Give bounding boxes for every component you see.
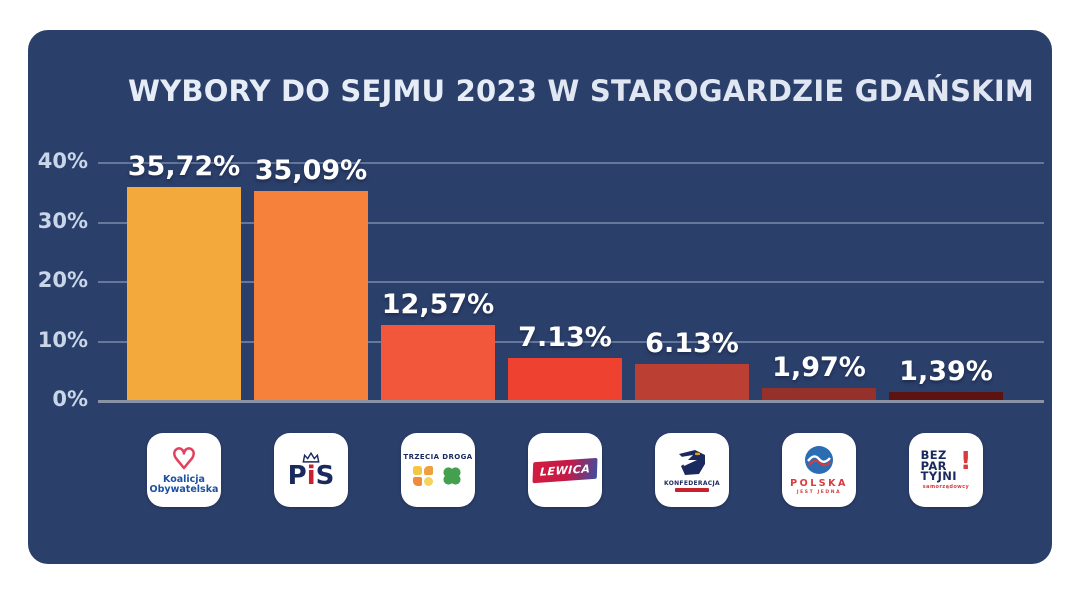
- gridline-40%: [98, 162, 1044, 164]
- ko-line1: Koalicja: [163, 473, 205, 485]
- clover-icon: [443, 467, 461, 485]
- bar-polska-jest-jedna: [762, 388, 876, 400]
- ko-line2: Obywatelska: [149, 483, 219, 495]
- bezpartyjni-lines: BEZ PAR TYJNI: [920, 447, 957, 484]
- bezpartyjni-wordmark: BEZ PAR TYJNI !: [920, 445, 972, 484]
- bar-pis: [254, 191, 368, 400]
- bar-koalicja-obywatelska: [127, 187, 241, 400]
- lewica-wordmark: LEWICA: [539, 461, 591, 479]
- logo-lewica: LEWICA: [528, 433, 602, 507]
- trzecia-droga-icons: [413, 465, 463, 487]
- pjj-wordmark: POLSKA: [790, 478, 848, 489]
- logo-polska-jest-jedna: POLSKA JEST JEDNA: [782, 433, 856, 507]
- chart-title-main: WYBORY DO SEJMU 2023: [128, 74, 538, 108]
- heart-icon: ♥: [171, 443, 198, 475]
- bar-value-label: 6.13%: [645, 327, 739, 359]
- y-tick-label-20%: 20%: [37, 268, 88, 292]
- bez-line2: PAR: [920, 458, 947, 473]
- gridline-30%: [98, 221, 1044, 224]
- chart-title-sub: W STAROGARDZIE GDAŃSKIM: [537, 74, 1034, 108]
- gridline-20%: [98, 281, 1044, 283]
- globe-icon: [805, 446, 833, 474]
- y-tick-label-30%: 30%: [37, 208, 88, 233]
- konfederacja-red-strip: [675, 488, 709, 492]
- bar-lewica: [508, 357, 622, 400]
- pis-letter-s: S: [315, 460, 335, 491]
- logo-koalicja-obywatelska: ♥ Koalicja Obywatelska: [147, 433, 221, 507]
- bar-value-label: 1,97%: [772, 352, 866, 384]
- gridline-10%: [98, 340, 1044, 343]
- y-tick-label-10%: 10%: [37, 327, 88, 352]
- crown-icon: [302, 451, 320, 463]
- ko-wordmark: Koalicja Obywatelska: [149, 473, 219, 495]
- bar-value-label: 35,09%: [254, 155, 368, 187]
- bez-line3: TYJNI: [920, 469, 957, 484]
- bar-trzecia-droga: [381, 325, 495, 400]
- logo-trzecia-droga: TRZECIA DROGA: [401, 433, 475, 507]
- bar-value-label: 35,72%: [127, 151, 241, 183]
- y-tick-label-0%: 0%: [52, 387, 88, 411]
- eagle-icon: [679, 450, 705, 475]
- konfederacja-wordmark: KONFEDERACJA: [664, 480, 720, 487]
- trzecia-droga-wordmark: TRZECIA DROGA: [403, 453, 473, 461]
- polska2050-mosaic-icon: [413, 466, 433, 486]
- bez-line1: BEZ: [920, 447, 947, 462]
- bar-konfederacja: [635, 363, 749, 400]
- bar-value-label: 7.13%: [518, 321, 612, 353]
- y-tick-label-40%: 40%: [37, 149, 88, 173]
- bar-bezpartyjni-samorządowcy: [889, 391, 1003, 400]
- pis-wordmark: PiS: [288, 463, 335, 489]
- pis-letter-p: P: [287, 460, 307, 491]
- chart-title: WYBORY DO SEJMU 2023 W STAROGARDZIE GDAŃ…: [128, 74, 1034, 108]
- pjj-subtitle: JEST JEDNA: [796, 490, 842, 495]
- logo-konfederacja: KONFEDERACJA: [655, 433, 729, 507]
- logo-pis: PiS: [274, 433, 348, 507]
- bezpartyjni-subtitle: samorządowcy: [922, 484, 970, 491]
- exclamation-icon: !: [959, 445, 972, 475]
- x-axis-baseline: [98, 400, 1044, 403]
- chart-panel: WYBORY DO SEJMU 2023 W STAROGARDZIE GDAŃ…: [28, 30, 1052, 564]
- pis-letter-i: i: [306, 460, 316, 491]
- bar-value-label: 1,39%: [899, 355, 993, 387]
- lewica-banner: LEWICA: [532, 457, 598, 483]
- logo-bezpartyjni: BEZ PAR TYJNI ! samorządowcy: [909, 433, 983, 507]
- bar-value-label: 12,57%: [381, 289, 495, 321]
